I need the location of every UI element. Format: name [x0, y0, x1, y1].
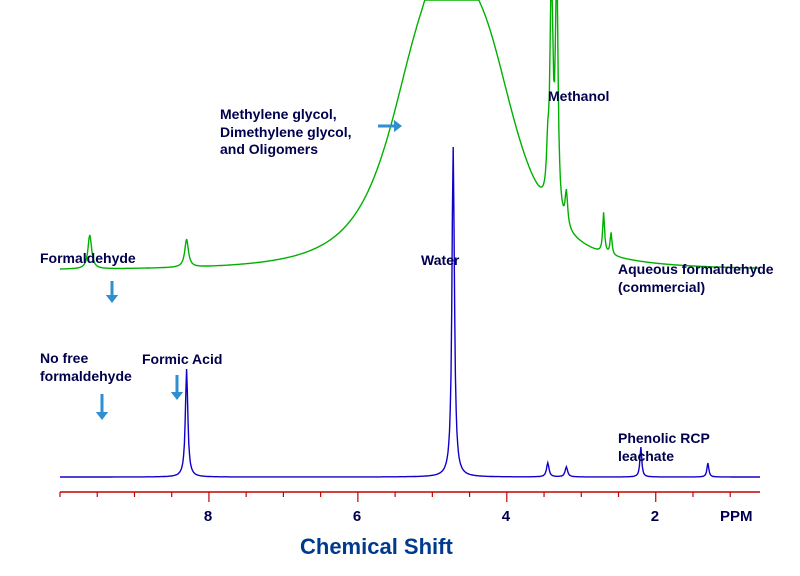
spectrum-Aqueous formaldehyde (commercial) — [60, 0, 760, 269]
axis-title: Chemical Shift — [300, 534, 453, 560]
spectrum-Phenolic RCP leachate — [60, 147, 760, 477]
peak-label: Methylene glycol,Dimethylene glycol,and … — [220, 106, 351, 159]
peak-label: Methanol — [548, 88, 609, 106]
peak-label: Water — [421, 252, 459, 270]
peak-label: Phenolic RCPleachate — [618, 430, 710, 465]
axis-tick-label: 4 — [502, 508, 510, 527]
axis-tick-label: 2 — [651, 508, 659, 527]
peak-label: Formic Acid — [142, 351, 222, 369]
axis-unit: PPM — [720, 508, 753, 527]
peak-label: No freeformaldehyde — [40, 350, 132, 385]
peak-label: Aqueous formaldehyde(commercial) — [618, 261, 774, 296]
axis-tick-label: 8 — [204, 508, 212, 527]
axis-tick-label: 6 — [353, 508, 361, 527]
peak-label: Formaldehyde — [40, 250, 136, 268]
